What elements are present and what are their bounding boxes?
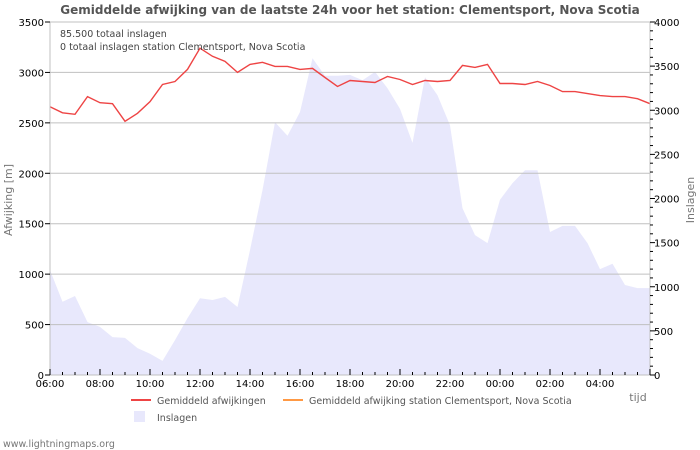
x-tick-label: 02:00: [536, 379, 565, 390]
right-tick-label: 3000: [654, 106, 679, 117]
right-axis-title: Inslagen: [684, 177, 697, 223]
left-tick-label: 500: [25, 321, 44, 332]
left-axis-title: Afwijking [m]: [2, 164, 15, 236]
x-tick-label: 22:00: [436, 379, 465, 390]
right-tick-label: 2000: [654, 195, 679, 206]
right-tick-label: 4000: [654, 18, 679, 29]
x-tick-label: 10:00: [136, 379, 165, 390]
legend-label-station-deviation: Gemiddeld afwijking station Clementsport…: [309, 396, 572, 407]
left-tick-label: 1000: [19, 270, 44, 281]
left-tick-label: 3000: [19, 68, 44, 79]
x-tick-label: 14:00: [236, 379, 265, 390]
legend-item-deviation[interactable]: Gemiddeld afwijkingen: [131, 396, 266, 407]
info-total-strikes: 85.500 totaal inslagen: [60, 29, 167, 40]
legend-label-deviation: Gemiddeld afwijkingen: [157, 396, 266, 407]
chart-title: Gemiddelde afwijking van de laatste 24h …: [60, 3, 639, 17]
x-tick-label: 20:00: [386, 379, 415, 390]
x-tick-label: 16:00: [286, 379, 315, 390]
legend-area-swatch-icon: [134, 411, 145, 422]
left-tick-label: 3500: [19, 18, 44, 29]
strikes-area-fill: [50, 58, 650, 375]
left-tick-label: 0: [38, 371, 44, 382]
left-tick-label: 1500: [19, 220, 44, 231]
legend-label-strikes: Inslagen: [157, 413, 197, 424]
left-tick-label: 2000: [19, 169, 44, 180]
x-tick-label: 06:00: [36, 379, 65, 390]
right-tick-label: 0: [654, 371, 660, 382]
x-axis-title: tijd: [629, 391, 646, 404]
legend: Gemiddeld afwijkingen Gemiddeld afwijkin…: [131, 396, 572, 424]
legend-item-strikes[interactable]: Inslagen: [134, 411, 197, 424]
x-tick-label: 18:00: [336, 379, 365, 390]
left-tick-label: 2500: [19, 119, 44, 130]
right-tick-label: 500: [654, 327, 673, 338]
x-tick-label: 04:00: [586, 379, 615, 390]
deviation-line: [49, 47, 651, 123]
right-tick-label: 3500: [654, 62, 679, 73]
axes: 0 500 1000 1500 2000 2500 3000 3500 0 500 1000 1500…: [19, 18, 680, 390]
x-tick-label: 12:00: [186, 379, 215, 390]
right-tick-label: 2500: [654, 150, 679, 161]
x-tick-label: 00:00: [486, 379, 515, 390]
x-tick-label: 08:00: [86, 379, 115, 390]
info-station-strikes: 0 totaal inslagen station Clementsport, …: [60, 42, 305, 53]
strikes-area: [50, 58, 650, 375]
right-tick-label: 1000: [654, 283, 679, 294]
deviation-polyline: [49, 47, 651, 123]
legend-item-station-deviation[interactable]: Gemiddeld afwijking station Clementsport…: [283, 396, 572, 407]
right-tick-label: 1500: [654, 239, 679, 250]
footer-credit[interactable]: www.lightningmaps.org: [3, 439, 115, 450]
